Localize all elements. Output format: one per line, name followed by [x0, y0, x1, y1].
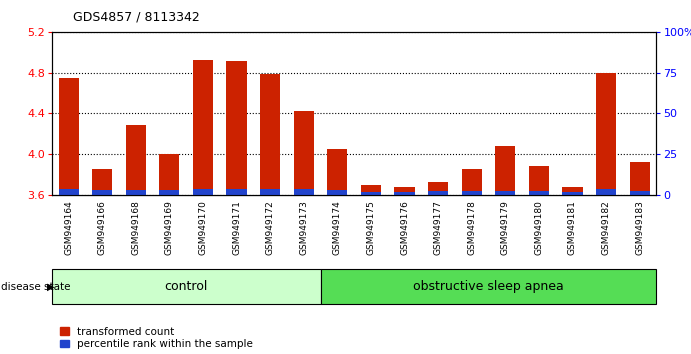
Text: GSM949180: GSM949180 — [534, 200, 543, 255]
Bar — [227, 61, 247, 195]
Bar — [428, 182, 448, 195]
Text: GSM949182: GSM949182 — [602, 200, 611, 255]
Bar — [495, 146, 515, 195]
Text: GSM949168: GSM949168 — [131, 200, 140, 255]
Text: GSM949166: GSM949166 — [97, 200, 106, 255]
Bar — [395, 192, 415, 195]
Text: GSM949173: GSM949173 — [299, 200, 308, 255]
Text: GSM949164: GSM949164 — [64, 200, 73, 255]
Text: GSM949179: GSM949179 — [501, 200, 510, 255]
Bar — [428, 192, 448, 195]
Bar — [260, 189, 281, 195]
Bar — [126, 126, 146, 195]
Bar — [630, 191, 650, 195]
Text: GSM949181: GSM949181 — [568, 200, 577, 255]
Bar — [361, 192, 381, 195]
Bar — [126, 190, 146, 195]
Bar — [562, 192, 583, 195]
Text: GSM949175: GSM949175 — [366, 200, 375, 255]
Bar — [328, 190, 348, 195]
Bar — [160, 190, 180, 195]
Text: GSM949183: GSM949183 — [635, 200, 644, 255]
Text: ▶: ▶ — [47, 282, 55, 292]
Bar — [294, 189, 314, 195]
Bar — [59, 189, 79, 195]
Bar — [462, 169, 482, 195]
Bar — [395, 187, 415, 195]
Bar — [92, 169, 112, 195]
FancyBboxPatch shape — [321, 269, 656, 304]
Bar — [227, 189, 247, 195]
Text: GSM949171: GSM949171 — [232, 200, 241, 255]
Bar — [596, 189, 616, 195]
Text: GSM949178: GSM949178 — [467, 200, 476, 255]
Bar — [59, 78, 79, 195]
Text: GSM949169: GSM949169 — [165, 200, 174, 255]
Bar — [529, 191, 549, 195]
Bar — [361, 184, 381, 195]
Text: GSM949172: GSM949172 — [265, 200, 274, 255]
Bar — [92, 190, 112, 195]
Bar — [462, 191, 482, 195]
Bar — [294, 111, 314, 195]
Bar — [328, 149, 348, 195]
Bar — [193, 61, 213, 195]
Text: obstructive sleep apnea: obstructive sleep apnea — [413, 280, 564, 293]
Legend: transformed count, percentile rank within the sample: transformed count, percentile rank withi… — [61, 327, 253, 349]
Bar — [495, 190, 515, 195]
Bar — [596, 73, 616, 195]
Text: GSM949176: GSM949176 — [400, 200, 409, 255]
Text: control: control — [164, 280, 208, 293]
FancyBboxPatch shape — [52, 269, 321, 304]
Text: disease state: disease state — [1, 282, 70, 292]
Bar — [193, 189, 213, 195]
Bar — [529, 166, 549, 195]
Bar — [630, 162, 650, 195]
Text: GDS4857 / 8113342: GDS4857 / 8113342 — [73, 11, 199, 24]
Text: GSM949174: GSM949174 — [333, 200, 342, 255]
Bar — [562, 187, 583, 195]
Bar — [260, 74, 281, 195]
Bar — [160, 154, 180, 195]
Text: GSM949177: GSM949177 — [434, 200, 443, 255]
Text: GSM949170: GSM949170 — [198, 200, 207, 255]
